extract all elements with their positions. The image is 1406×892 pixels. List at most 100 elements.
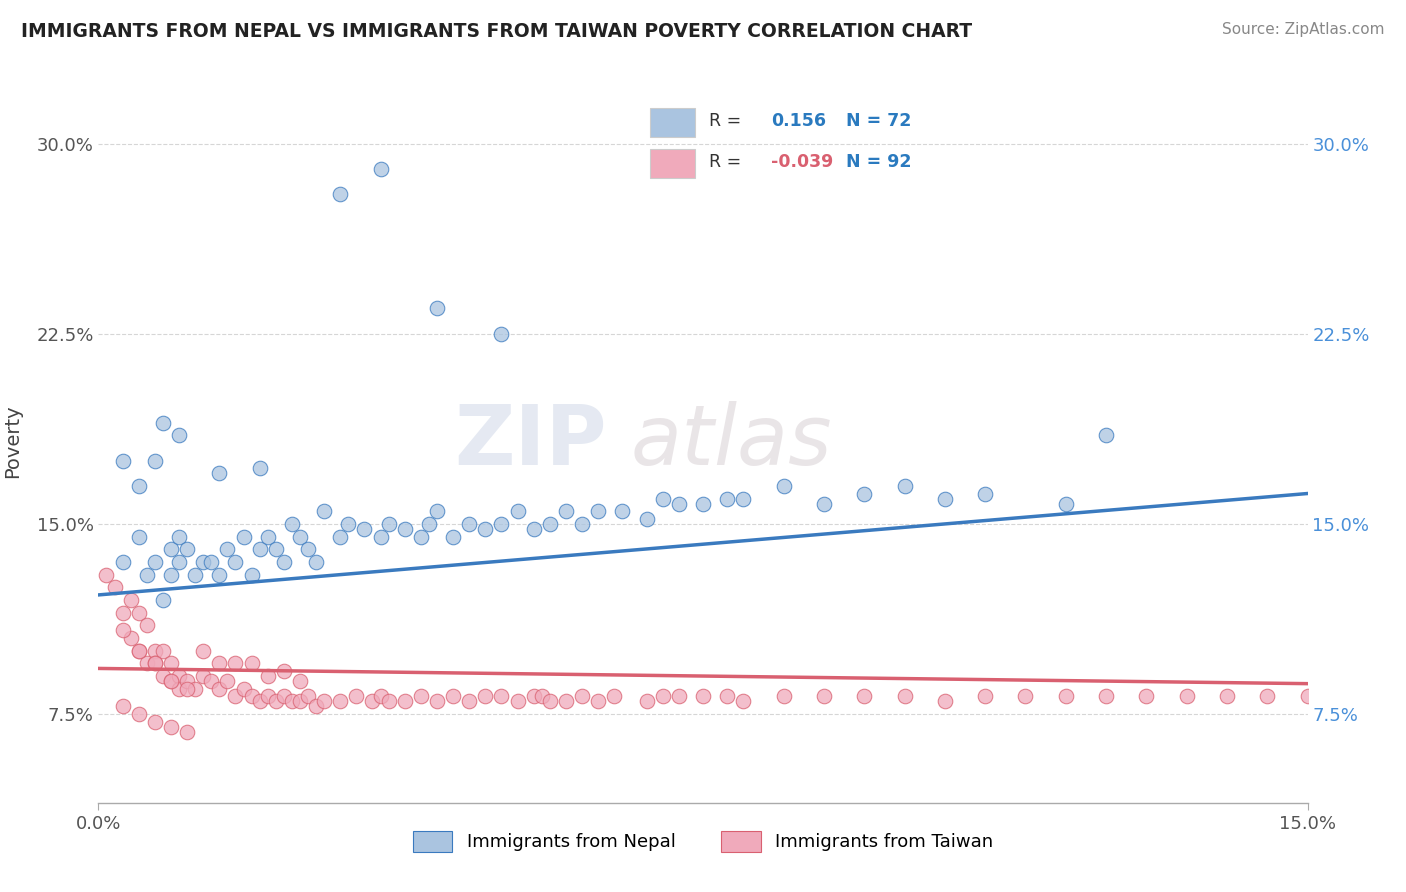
Point xyxy=(111,624,134,638)
Point xyxy=(853,486,876,500)
Point xyxy=(474,690,496,704)
Point xyxy=(264,542,287,557)
Point xyxy=(974,690,997,704)
Point xyxy=(353,522,375,536)
Point xyxy=(152,643,174,657)
Point xyxy=(538,516,561,531)
Point xyxy=(893,690,915,704)
Point xyxy=(135,567,157,582)
Point xyxy=(128,643,150,657)
Point xyxy=(176,681,198,696)
Point xyxy=(377,516,399,531)
Point xyxy=(1095,428,1118,442)
Point xyxy=(103,580,125,594)
Bar xyxy=(650,108,695,136)
Bar xyxy=(650,149,695,178)
Point xyxy=(934,694,956,708)
Point xyxy=(813,690,835,704)
Point xyxy=(426,504,449,518)
Point xyxy=(111,606,134,620)
Point xyxy=(111,699,134,714)
Point xyxy=(288,694,311,708)
Point xyxy=(716,690,738,704)
Point xyxy=(636,512,658,526)
Text: atlas: atlas xyxy=(630,401,832,482)
Point xyxy=(208,657,231,671)
Point xyxy=(256,669,278,683)
Point xyxy=(167,428,190,442)
Text: N = 92: N = 92 xyxy=(846,153,912,171)
Point xyxy=(273,690,295,704)
Point xyxy=(160,674,183,689)
Point xyxy=(636,694,658,708)
Point xyxy=(143,643,166,657)
Point xyxy=(377,694,399,708)
Point xyxy=(441,530,464,544)
Point xyxy=(297,690,319,704)
Point xyxy=(853,690,876,704)
Point xyxy=(167,530,190,544)
Point xyxy=(506,504,529,518)
Point xyxy=(586,504,609,518)
Point xyxy=(128,643,150,657)
Point xyxy=(668,690,690,704)
Point xyxy=(135,618,157,632)
Point xyxy=(256,690,278,704)
Point xyxy=(305,699,328,714)
Point xyxy=(370,530,392,544)
Point xyxy=(1014,690,1036,704)
Point xyxy=(716,491,738,506)
Point xyxy=(426,301,449,316)
Point xyxy=(224,657,246,671)
Text: Source: ZipAtlas.com: Source: ZipAtlas.com xyxy=(1222,22,1385,37)
Point xyxy=(668,497,690,511)
Point xyxy=(200,674,222,689)
Point xyxy=(193,555,215,569)
Point xyxy=(555,694,578,708)
Text: 0.156: 0.156 xyxy=(770,112,825,130)
Point xyxy=(692,497,714,511)
Point xyxy=(240,690,263,704)
Point xyxy=(120,593,142,607)
Point xyxy=(208,681,231,696)
Legend: Immigrants from Nepal, Immigrants from Taiwan: Immigrants from Nepal, Immigrants from T… xyxy=(405,823,1001,859)
Point xyxy=(249,694,271,708)
Point xyxy=(217,674,239,689)
Point xyxy=(128,707,150,722)
Point xyxy=(394,694,416,708)
Point xyxy=(337,516,360,531)
Point xyxy=(160,674,183,689)
Point xyxy=(1216,690,1239,704)
Point xyxy=(256,530,278,544)
Point xyxy=(651,491,673,506)
Point xyxy=(361,694,384,708)
Point xyxy=(232,681,254,696)
Point xyxy=(184,567,207,582)
Text: IMMIGRANTS FROM NEPAL VS IMMIGRANTS FROM TAIWAN POVERTY CORRELATION CHART: IMMIGRANTS FROM NEPAL VS IMMIGRANTS FROM… xyxy=(21,22,972,41)
Point xyxy=(370,161,392,176)
Point xyxy=(167,669,190,683)
Point xyxy=(555,504,578,518)
Point xyxy=(160,542,183,557)
Point xyxy=(176,674,198,689)
Point xyxy=(458,516,481,531)
Point xyxy=(651,690,673,704)
Point xyxy=(1175,690,1198,704)
Point xyxy=(160,567,183,582)
Point xyxy=(152,593,174,607)
Point xyxy=(1095,690,1118,704)
Text: R =: R = xyxy=(709,153,747,171)
Point xyxy=(160,657,183,671)
Point xyxy=(143,657,166,671)
Point xyxy=(974,486,997,500)
Point xyxy=(240,657,263,671)
Point xyxy=(152,416,174,430)
Point xyxy=(143,555,166,569)
Point xyxy=(571,516,593,531)
Point xyxy=(273,555,295,569)
Point xyxy=(111,453,134,467)
Point xyxy=(135,657,157,671)
Point xyxy=(692,690,714,704)
Point xyxy=(491,516,513,531)
Text: R =: R = xyxy=(709,112,747,130)
